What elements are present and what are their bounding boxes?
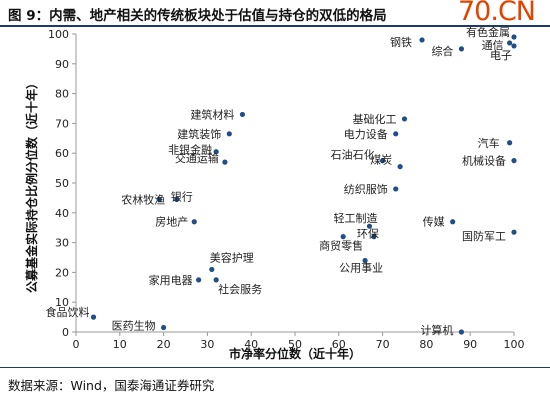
y-tick-label: 20 <box>55 266 69 279</box>
y-tick-label: 40 <box>55 207 69 220</box>
scatter-point <box>511 229 517 235</box>
x-axis-title: 市净率分位数（近十年） <box>229 346 361 361</box>
point-label: 通信 <box>482 39 504 52</box>
scatter-point <box>90 314 97 320</box>
scatter-point <box>393 186 399 192</box>
scatter-point <box>209 266 215 273</box>
scatter-point <box>401 116 408 122</box>
chart-marks <box>90 34 517 335</box>
point-label: 公用事业 <box>339 261 383 274</box>
chart-axes <box>75 34 514 333</box>
y-axis-title: 公募基金实际持仓比例分位数（近十年） <box>24 77 39 293</box>
point-label: 煤炭 <box>370 154 392 167</box>
scatter-point <box>450 219 456 225</box>
scatter-point <box>458 46 465 52</box>
scatter-point <box>222 159 228 165</box>
point-label: 轻工制造 <box>333 211 377 225</box>
scatter-point <box>191 219 197 225</box>
point-label: 基础化工 <box>353 112 397 126</box>
scatter-point <box>397 164 403 170</box>
y-tick-label: 0 <box>62 326 69 339</box>
y-tick-label: 100 <box>48 28 69 41</box>
point-label: 汽车 <box>478 136 500 150</box>
scatter-point <box>511 34 517 40</box>
x-tick-label: 30 <box>200 338 214 351</box>
point-label: 家用电器 <box>149 273 193 287</box>
scatter-point <box>366 223 373 229</box>
point-label: 有色金属 <box>466 25 510 39</box>
scatter-point <box>196 277 202 283</box>
y-tick-label: 10 <box>55 296 69 309</box>
scatter-point <box>239 111 246 118</box>
scatter-point <box>419 37 425 43</box>
y-tick-label: 30 <box>55 237 69 250</box>
y-tick-label: 80 <box>55 88 69 101</box>
y-tick-label: 70 <box>55 117 69 130</box>
point-label: 交通运输 <box>175 151 219 165</box>
point-label: 建筑材料 <box>190 107 234 121</box>
point-label: 商贸零售 <box>319 239 363 253</box>
scatter-point <box>156 196 162 202</box>
x-tick-label: 0 <box>73 338 80 351</box>
scatter-point <box>362 257 368 264</box>
x-tick-label: 10 <box>113 338 127 351</box>
scatter-point <box>507 140 513 146</box>
point-label: 建筑装饰 <box>177 127 221 141</box>
point-label: 环保 <box>357 227 379 241</box>
x-tick-label: 20 <box>157 338 171 351</box>
point-label: 美容护理 <box>210 250 254 264</box>
scatter-point <box>213 149 219 155</box>
scatter-point <box>371 234 377 240</box>
point-label: 传媒 <box>423 216 445 229</box>
source-note: 数据来源：Wind，国泰海通证券研究 <box>8 378 215 393</box>
point-label: 石油石化 <box>331 148 375 162</box>
scatter-point <box>340 234 346 240</box>
watermark-logo: 70.CN <box>458 0 536 27</box>
x-tick-label: 80 <box>419 338 433 351</box>
point-label: 电子 <box>490 49 512 62</box>
point-label: 银行 <box>171 189 193 203</box>
chart-ticks: 0 10 20 30 40 50 60 70 80 90 100 0 10 20 30 40 50 60 70 80 9… <box>48 28 525 351</box>
x-tick-label: 40 <box>244 338 258 351</box>
point-label: 食品饮料 <box>46 305 90 319</box>
scatter-point <box>161 324 167 331</box>
scatter-point <box>174 196 180 202</box>
point-label: 机械设备 <box>462 154 506 168</box>
figure-title: 图 9：内需、地产相关的传统板块处于估值与持仓的双低的格局 <box>8 8 387 24</box>
point-label: 非银金融 <box>168 143 212 157</box>
x-tick-label: 100 <box>504 338 525 351</box>
scatter-point <box>511 158 517 164</box>
point-label: 电力设备 <box>344 127 388 141</box>
point-label: 计算机 <box>420 323 453 337</box>
point-label: 钢铁 <box>390 36 412 49</box>
point-label: 国防军工 <box>462 229 506 243</box>
y-tick-label: 60 <box>55 147 69 160</box>
point-label: 综合 <box>431 44 453 58</box>
x-tick-label: 50 <box>288 338 302 351</box>
scatter-point <box>511 43 517 49</box>
scatter-point <box>393 131 399 137</box>
point-label: 医药生物 <box>112 319 156 333</box>
point-label: 社会服务 <box>218 282 262 296</box>
point-label: 农林牧渔 <box>121 192 165 206</box>
scatter-point <box>380 158 386 164</box>
point-label: 纺织服饰 <box>344 182 388 196</box>
x-tick-label: 60 <box>332 338 346 351</box>
scatter-point <box>213 277 219 283</box>
x-tick-label: 90 <box>463 338 477 351</box>
scatter-point <box>458 329 465 335</box>
x-tick-label: 70 <box>376 338 390 351</box>
scatter-point <box>226 131 232 137</box>
source-rule <box>0 367 550 368</box>
scatter-point <box>507 40 513 46</box>
point-label: 房地产 <box>155 215 188 229</box>
title-rule <box>0 25 550 27</box>
y-tick-label: 50 <box>55 177 69 190</box>
y-tick-label: 90 <box>55 58 69 71</box>
